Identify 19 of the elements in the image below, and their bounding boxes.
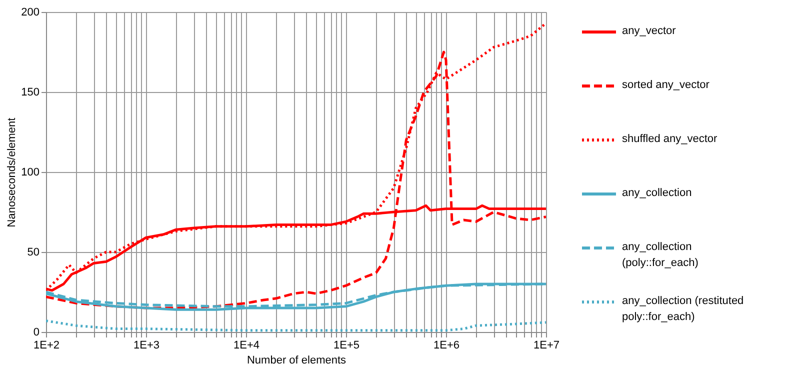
y-tick-label: 100 bbox=[21, 166, 40, 178]
y-axis-title: Nanoseconds/element bbox=[6, 118, 18, 228]
x-tick-label: 1E+7 bbox=[534, 340, 560, 352]
legend-label: any_collection (restituted poly::for_each) bbox=[622, 295, 744, 323]
y-tick-label: 200 bbox=[21, 6, 40, 18]
y-tick-label: 50 bbox=[27, 246, 40, 258]
legend-label: any_collection (poly::for_each) bbox=[622, 241, 698, 269]
legend-label: any_collection bbox=[622, 187, 692, 199]
x-tick-label: 1E+4 bbox=[234, 340, 260, 352]
legend-label: shuffled any_vector bbox=[622, 133, 718, 145]
x-tick-label: 1E+6 bbox=[434, 340, 460, 352]
y-tick-label: 0 bbox=[33, 326, 40, 338]
x-tick-label: 1E+3 bbox=[134, 340, 160, 352]
x-tick-label: 1E+2 bbox=[34, 340, 60, 352]
y-tick-label: 150 bbox=[21, 86, 40, 98]
x-tick-label: 1E+5 bbox=[334, 340, 360, 352]
legend-label: sorted any_vector bbox=[622, 79, 710, 91]
x-axis-title: Number of elements bbox=[246, 354, 347, 366]
legend-label: any_vector bbox=[622, 25, 676, 37]
